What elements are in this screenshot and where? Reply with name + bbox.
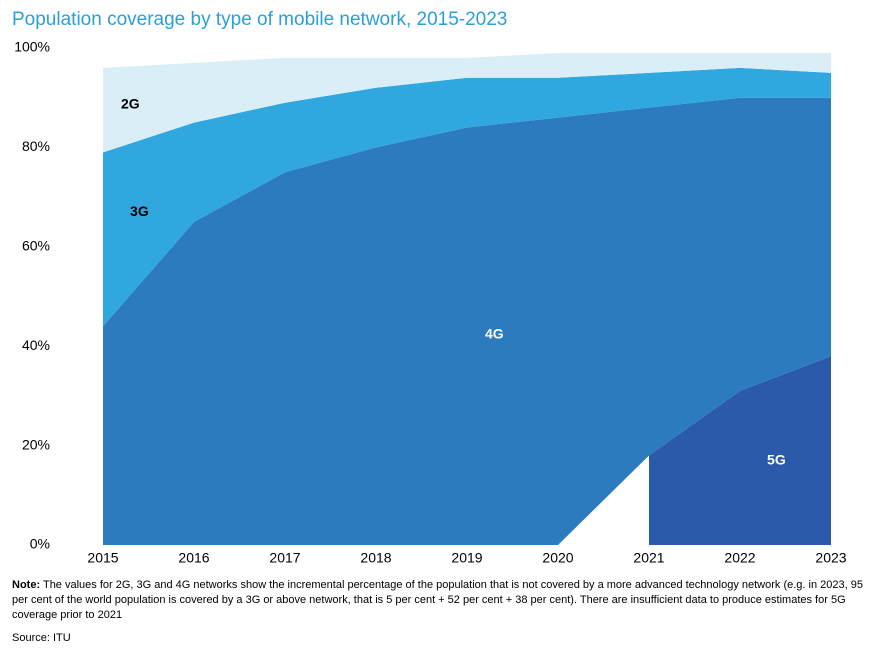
note-text: The values for 2G, 3G and 4G networks sh… bbox=[12, 579, 863, 621]
x-tick-label: 2021 bbox=[633, 550, 664, 566]
series-label: 5G bbox=[767, 452, 786, 468]
y-tick-label: 60% bbox=[22, 238, 50, 254]
note: Note: The values for 2G, 3G and 4G netwo… bbox=[12, 578, 872, 623]
y-tick-label: 100% bbox=[14, 39, 50, 55]
x-tick-label: 2017 bbox=[269, 550, 300, 566]
area bbox=[103, 53, 831, 153]
area bbox=[649, 356, 831, 545]
area bbox=[103, 67, 831, 327]
x-tick-label: 2022 bbox=[724, 550, 755, 566]
x-tick-label: 2018 bbox=[360, 550, 391, 566]
series-label: 3G bbox=[130, 203, 149, 219]
y-tick-label: 0% bbox=[30, 536, 50, 552]
note-label: Note: bbox=[12, 579, 41, 591]
x-tick-label: 2019 bbox=[451, 550, 482, 566]
source: Source: ITU bbox=[12, 632, 71, 644]
x-tick-label: 2023 bbox=[815, 550, 846, 566]
y-tick-label: 80% bbox=[22, 138, 50, 154]
y-tick-label: 40% bbox=[22, 337, 50, 353]
y-tick-label: 20% bbox=[22, 436, 50, 452]
chart-title: Population coverage by type of mobile ne… bbox=[12, 9, 507, 30]
chart: Population coverage by type of mobile ne… bbox=[12, 9, 847, 566]
series-label: 2G bbox=[121, 96, 140, 112]
x-tick-label: 2015 bbox=[87, 550, 118, 566]
area bbox=[103, 97, 831, 545]
series-label: 4G bbox=[485, 325, 504, 341]
x-tick-label: 2016 bbox=[178, 550, 209, 566]
x-tick-label: 2020 bbox=[542, 550, 573, 566]
